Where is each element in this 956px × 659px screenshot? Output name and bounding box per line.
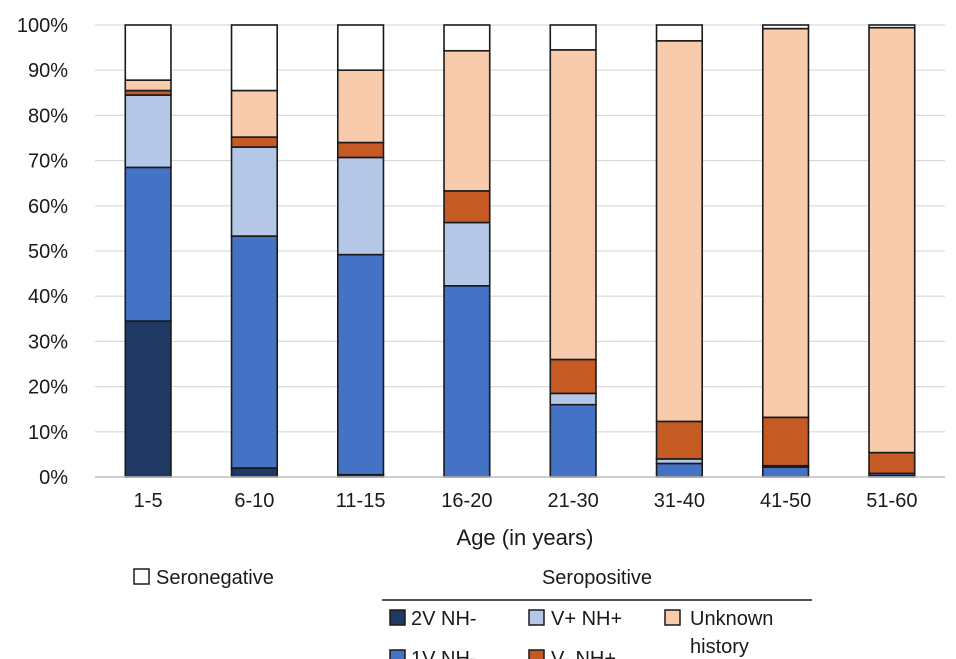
bar-2v_nh_minus-1-5 [124, 320, 172, 478]
x-tick-label: 51-60 [866, 490, 917, 512]
bar-unknown_history-6-10 [230, 89, 279, 138]
x-axis-tick-labels: 1-5 6-10 11-15 16-20 21-30 31-40 41-50 51-60 [134, 490, 918, 512]
x-tick-label: 21-30 [548, 490, 599, 512]
legend-label-1v-nh-minus: 1V NH- [411, 648, 477, 659]
bars [124, 24, 916, 478]
bar-1v_nh_minus-1-5 [124, 166, 172, 322]
y-tick-label: 80% [28, 105, 68, 127]
legend-label-unknown-history-line1: Unknown [690, 608, 773, 630]
y-tick-label: 10% [28, 422, 68, 444]
y-tick-label: 40% [28, 286, 68, 308]
bar-unknown_history-11-15 [336, 69, 385, 144]
bar-v_minus_nh_plus-21-30 [549, 358, 597, 395]
bar-unknown_history-16-20 [443, 49, 491, 192]
bar-stack-31-40 [655, 24, 704, 478]
legend-swatch-v-plus-nh-plus [528, 609, 545, 626]
gridlines [95, 24, 945, 433]
bar-1v_nh_minus-41-50 [761, 466, 810, 478]
bar-v_minus_nh_plus-31-40 [655, 420, 704, 460]
x-tick-label: 1-5 [134, 490, 163, 512]
legend-label-v-plus-nh-plus: V+ NH+ [551, 608, 622, 630]
bar-stack-6-10 [230, 24, 279, 478]
y-tick-label: 50% [28, 241, 68, 263]
bar-v_plus_nh_plus-11-15 [336, 156, 385, 256]
y-tick-label: 30% [28, 331, 68, 353]
y-tick-label: 0% [39, 467, 68, 489]
bar-stack-16-20 [443, 24, 491, 478]
legend-label-seronegative: Seronegative [156, 567, 274, 589]
bar-stack-41-50 [761, 24, 810, 478]
bar-v_plus_nh_plus-21-30 [549, 392, 597, 406]
bar-seronegative-51-60 [868, 24, 916, 29]
legend-swatch-2v-nh-minus [389, 609, 406, 626]
bar-seronegative-16-20 [443, 24, 491, 52]
legend-label-2v-nh-minus: 2V NH- [411, 608, 477, 630]
bar-unknown_history-21-30 [549, 49, 597, 361]
legend-swatch-1v-nh-minus [389, 649, 406, 659]
bar-seronegative-21-30 [549, 24, 597, 51]
legend-swatch-seronegative [133, 568, 150, 585]
bar-unknown_history-31-40 [655, 40, 704, 423]
bar-2v_nh_minus-6-10 [230, 467, 279, 478]
bar-seronegative-11-15 [336, 24, 385, 72]
bar-stack-21-30 [549, 24, 597, 478]
bar-seronegative-31-40 [655, 24, 704, 42]
bar-v_minus_nh_plus-16-20 [443, 190, 491, 224]
bar-unknown_history-41-50 [761, 27, 810, 419]
bar-1v_nh_minus-11-15 [336, 253, 385, 476]
bar-v_plus_nh_plus-1-5 [124, 94, 172, 169]
bar-v_minus_nh_plus-6-10 [230, 136, 279, 148]
y-tick-label: 60% [28, 196, 68, 218]
bar-1v_nh_minus-21-30 [549, 403, 597, 478]
bar-unknown_history-51-60 [868, 26, 916, 454]
bar-stack-11-15 [336, 24, 385, 478]
x-tick-label: 16-20 [441, 490, 492, 512]
bar-seronegative-41-50 [761, 24, 810, 30]
bar-v_plus_nh_plus-16-20 [443, 221, 491, 287]
legend-label-v-minus-nh-plus: V- NH+ [551, 648, 616, 659]
bar-stack-1-5 [124, 24, 172, 478]
legend-swatch-unknown-history [664, 609, 681, 626]
legend: Seronegative Seropositive 2V NH- V+ NH+ … [133, 567, 812, 659]
bar-unknown_history-1-5 [124, 79, 172, 92]
bar-v_minus_nh_plus-11-15 [336, 141, 385, 159]
bar-1v_nh_minus-31-40 [655, 462, 704, 478]
bar-1v_nh_minus-6-10 [230, 235, 279, 469]
x-tick-label: 31-40 [654, 490, 705, 512]
x-tick-label: 41-50 [760, 490, 811, 512]
y-tick-label: 100% [17, 15, 68, 37]
legend-swatch-v-minus-nh-plus [528, 649, 545, 659]
bar-seronegative-6-10 [230, 24, 279, 92]
bar-v_minus_nh_plus-41-50 [761, 416, 810, 467]
x-tick-label: 11-15 [336, 490, 386, 512]
legend-heading-seropositive: Seropositive [542, 567, 652, 589]
bar-1v_nh_minus-16-20 [443, 285, 491, 478]
bar-v_minus_nh_plus-51-60 [868, 451, 916, 475]
x-tick-label: 6-10 [234, 490, 274, 512]
bar-stack-51-60 [868, 24, 916, 478]
legend-label-unknown-history-line2: history [690, 636, 749, 658]
bar-seronegative-1-5 [124, 24, 172, 81]
y-tick-label: 20% [28, 377, 68, 399]
y-axis-tick-labels: 0% 10% 20% 30% 40% 50% 60% 70% 80% 90% 100% [17, 15, 68, 489]
y-tick-label: 90% [28, 60, 68, 82]
y-tick-label: 70% [28, 151, 68, 173]
x-axis-title: Age (in years) [457, 525, 594, 550]
bar-v_plus_nh_plus-6-10 [230, 146, 279, 237]
